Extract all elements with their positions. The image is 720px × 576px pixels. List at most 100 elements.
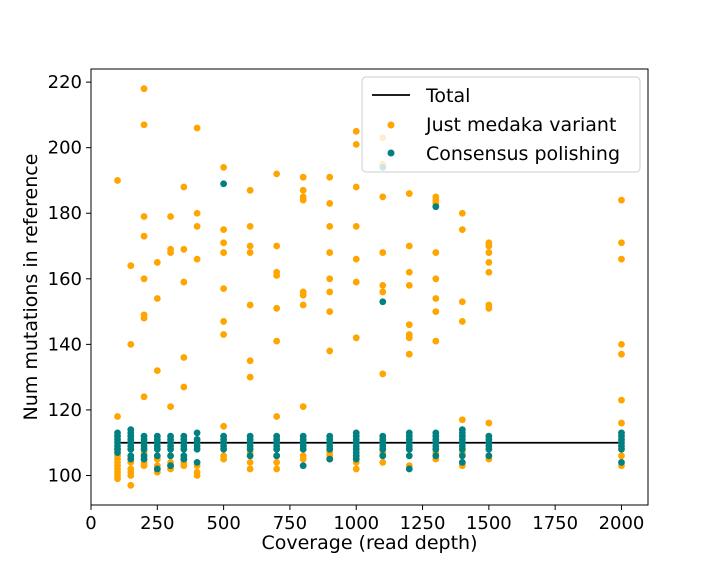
data-point-just-medaka-variant bbox=[326, 249, 334, 256]
data-point-just-medaka-variant bbox=[379, 249, 387, 256]
data-point-just-medaka-variant bbox=[299, 173, 307, 181]
data-point-consensus-polishing bbox=[405, 465, 413, 473]
data-point-just-medaka-variant bbox=[405, 268, 413, 276]
data-point-consensus-polishing bbox=[220, 445, 228, 453]
data-point-just-medaka-variant bbox=[432, 275, 440, 283]
data-point-consensus-polishing bbox=[114, 449, 121, 456]
data-point-consensus-polishing bbox=[246, 445, 254, 453]
x-tick-label: 250 bbox=[140, 513, 174, 534]
data-point-just-medaka-variant bbox=[405, 190, 413, 197]
data-point-consensus-polishing bbox=[405, 452, 413, 460]
data-point-just-medaka-variant bbox=[299, 186, 307, 194]
legend-marker-just-medaka-variant bbox=[387, 121, 395, 129]
data-point-just-medaka-variant bbox=[246, 222, 254, 230]
data-point-just-medaka-variant bbox=[127, 472, 135, 479]
data-point-just-medaka-variant bbox=[405, 334, 413, 342]
data-point-consensus-polishing bbox=[180, 445, 188, 453]
data-point-consensus-polishing bbox=[153, 465, 161, 473]
data-point-just-medaka-variant bbox=[352, 222, 360, 230]
data-point-just-medaka-variant bbox=[618, 196, 625, 204]
data-point-consensus-polishing bbox=[127, 455, 135, 463]
data-point-just-medaka-variant bbox=[140, 213, 148, 220]
data-point-just-medaka-variant bbox=[127, 262, 135, 270]
data-point-consensus-polishing bbox=[379, 452, 387, 460]
data-point-consensus-polishing bbox=[153, 445, 161, 453]
data-point-just-medaka-variant bbox=[273, 413, 281, 420]
data-point-just-medaka-variant bbox=[405, 281, 413, 289]
data-point-just-medaka-variant bbox=[167, 213, 174, 220]
data-point-consensus-polishing bbox=[458, 458, 466, 466]
data-point-just-medaka-variant bbox=[273, 458, 281, 466]
data-point-just-medaka-variant bbox=[618, 452, 625, 460]
legend-label-total: Total bbox=[425, 85, 470, 107]
data-point-just-medaka-variant bbox=[193, 209, 201, 217]
data-point-just-medaka-variant bbox=[458, 318, 466, 325]
x-axis-label: Coverage (read depth) bbox=[261, 532, 477, 554]
data-point-consensus-polishing bbox=[140, 455, 148, 463]
data-point-consensus-polishing bbox=[618, 458, 625, 466]
data-point-just-medaka-variant bbox=[246, 458, 254, 466]
y-tick-label: 200 bbox=[48, 138, 82, 159]
data-point-consensus-polishing bbox=[485, 445, 493, 453]
data-point-just-medaka-variant bbox=[618, 396, 625, 404]
data-point-just-medaka-variant bbox=[485, 249, 493, 256]
x-tick-label: 1000 bbox=[333, 513, 379, 534]
data-point-just-medaka-variant bbox=[326, 222, 334, 230]
data-point-consensus-polishing bbox=[167, 452, 174, 460]
data-point-just-medaka-variant bbox=[246, 357, 254, 365]
data-point-just-medaka-variant bbox=[273, 272, 281, 279]
data-point-just-medaka-variant bbox=[140, 393, 148, 401]
data-point-just-medaka-variant bbox=[246, 249, 254, 256]
data-point-just-medaka-variant bbox=[379, 458, 387, 466]
data-point-consensus-polishing bbox=[153, 452, 161, 460]
y-tick-label: 220 bbox=[48, 72, 82, 93]
data-point-consensus-polishing bbox=[458, 445, 466, 453]
data-point-just-medaka-variant bbox=[326, 200, 334, 207]
data-point-just-medaka-variant bbox=[140, 85, 148, 93]
data-point-just-medaka-variant bbox=[485, 419, 493, 427]
data-point-just-medaka-variant bbox=[246, 373, 254, 381]
data-point-consensus-polishing bbox=[193, 429, 201, 437]
data-point-just-medaka-variant bbox=[432, 337, 440, 345]
data-point-just-medaka-variant bbox=[352, 334, 360, 342]
data-point-just-medaka-variant bbox=[432, 308, 440, 315]
data-point-consensus-polishing bbox=[140, 445, 148, 453]
data-point-just-medaka-variant bbox=[352, 127, 360, 135]
data-point-just-medaka-variant bbox=[326, 275, 334, 283]
y-tick-label: 180 bbox=[48, 203, 82, 224]
data-point-just-medaka-variant bbox=[246, 301, 254, 309]
legend-label-just-medaka-variant: Just medaka variant bbox=[425, 114, 616, 136]
data-point-just-medaka-variant bbox=[193, 255, 201, 263]
y-axis-label: Num mutations in reference bbox=[20, 154, 42, 421]
data-point-consensus-polishing bbox=[432, 203, 440, 211]
data-point-just-medaka-variant bbox=[140, 232, 148, 240]
data-point-just-medaka-variant bbox=[180, 354, 188, 361]
data-point-just-medaka-variant bbox=[180, 383, 188, 391]
x-tick-label: 1250 bbox=[400, 513, 446, 534]
data-point-just-medaka-variant bbox=[153, 259, 161, 266]
data-point-just-medaka-variant bbox=[127, 481, 135, 489]
data-point-just-medaka-variant bbox=[140, 121, 148, 129]
data-point-just-medaka-variant bbox=[299, 455, 307, 463]
data-point-consensus-polishing bbox=[405, 445, 413, 453]
data-point-just-medaka-variant bbox=[352, 465, 360, 473]
data-point-just-medaka-variant bbox=[180, 278, 188, 286]
data-point-just-medaka-variant bbox=[140, 275, 148, 283]
data-point-consensus-polishing bbox=[246, 452, 254, 460]
data-point-just-medaka-variant bbox=[220, 318, 228, 325]
data-point-just-medaka-variant bbox=[485, 259, 493, 266]
data-point-just-medaka-variant bbox=[193, 124, 201, 132]
data-point-just-medaka-variant bbox=[246, 242, 254, 250]
x-tick-label: 1750 bbox=[532, 513, 578, 534]
data-point-just-medaka-variant bbox=[432, 249, 440, 256]
data-point-just-medaka-variant bbox=[326, 173, 334, 181]
data-point-just-medaka-variant bbox=[167, 403, 174, 411]
data-point-consensus-polishing bbox=[127, 445, 135, 453]
data-point-just-medaka-variant bbox=[618, 255, 625, 263]
data-point-just-medaka-variant bbox=[458, 416, 466, 424]
data-point-just-medaka-variant bbox=[180, 462, 188, 470]
x-tick-label: 2000 bbox=[599, 513, 645, 534]
legend-label-consensus-polishing: Consensus polishing bbox=[426, 143, 620, 165]
data-point-consensus-polishing bbox=[485, 452, 493, 460]
data-point-just-medaka-variant bbox=[405, 350, 413, 358]
